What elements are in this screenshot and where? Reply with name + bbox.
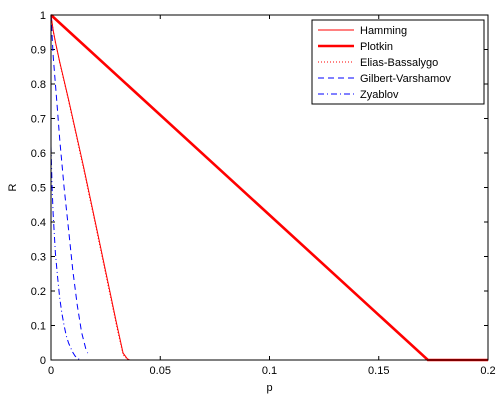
series-line-zyablov: [50, 146, 80, 360]
y-tick-label: 0.4: [31, 217, 46, 229]
y-tick-label: 0.1: [31, 321, 46, 333]
legend-label: Plotkin: [360, 41, 393, 53]
x-axis-label: p: [266, 382, 272, 394]
y-tick-label: 0.7: [31, 114, 46, 126]
y-tick-label: 0.9: [31, 45, 46, 57]
legend-label: Zyablov: [360, 89, 399, 101]
y-tick-label: 0.6: [31, 148, 46, 160]
series-line-gilbert-varshamov: [50, 14, 89, 354]
legend-box: [311, 19, 485, 105]
legend-label: Gilbert-Varshamov: [360, 73, 451, 85]
x-tick-label: 0.15: [368, 365, 389, 377]
y-tick-label: 0: [40, 355, 46, 367]
legend-label: Elias-Bassalygo: [360, 57, 438, 69]
y-tick-label: 0.8: [31, 79, 46, 91]
x-tick-label: 0: [48, 365, 54, 377]
y-tick-label: 0.2: [31, 286, 46, 298]
x-tick-label: 0.05: [150, 365, 171, 377]
ticks-layer: 0 0.05 0.1 0.15 0.2 0 0.1 0.2 0.3 0.4 0.5 0.6 0.7 0.8…: [31, 10, 496, 377]
y-tick-label: 1: [40, 10, 46, 22]
y-tick-label: 0.3: [31, 252, 46, 264]
series-line-elias-bassalygo: [50, 14, 130, 361]
y-axis-label: R: [7, 183, 19, 191]
legend-label: Hamming: [360, 25, 407, 37]
x-tick-label: 0.1: [262, 365, 277, 377]
legend: Hamming Plotkin Elias-Bassalygo Gilbert-Var…: [311, 19, 485, 105]
y-tick-label: 0.5: [31, 183, 46, 195]
axes-box: [50, 14, 489, 361]
x-tick-label: 0.2: [480, 365, 495, 377]
